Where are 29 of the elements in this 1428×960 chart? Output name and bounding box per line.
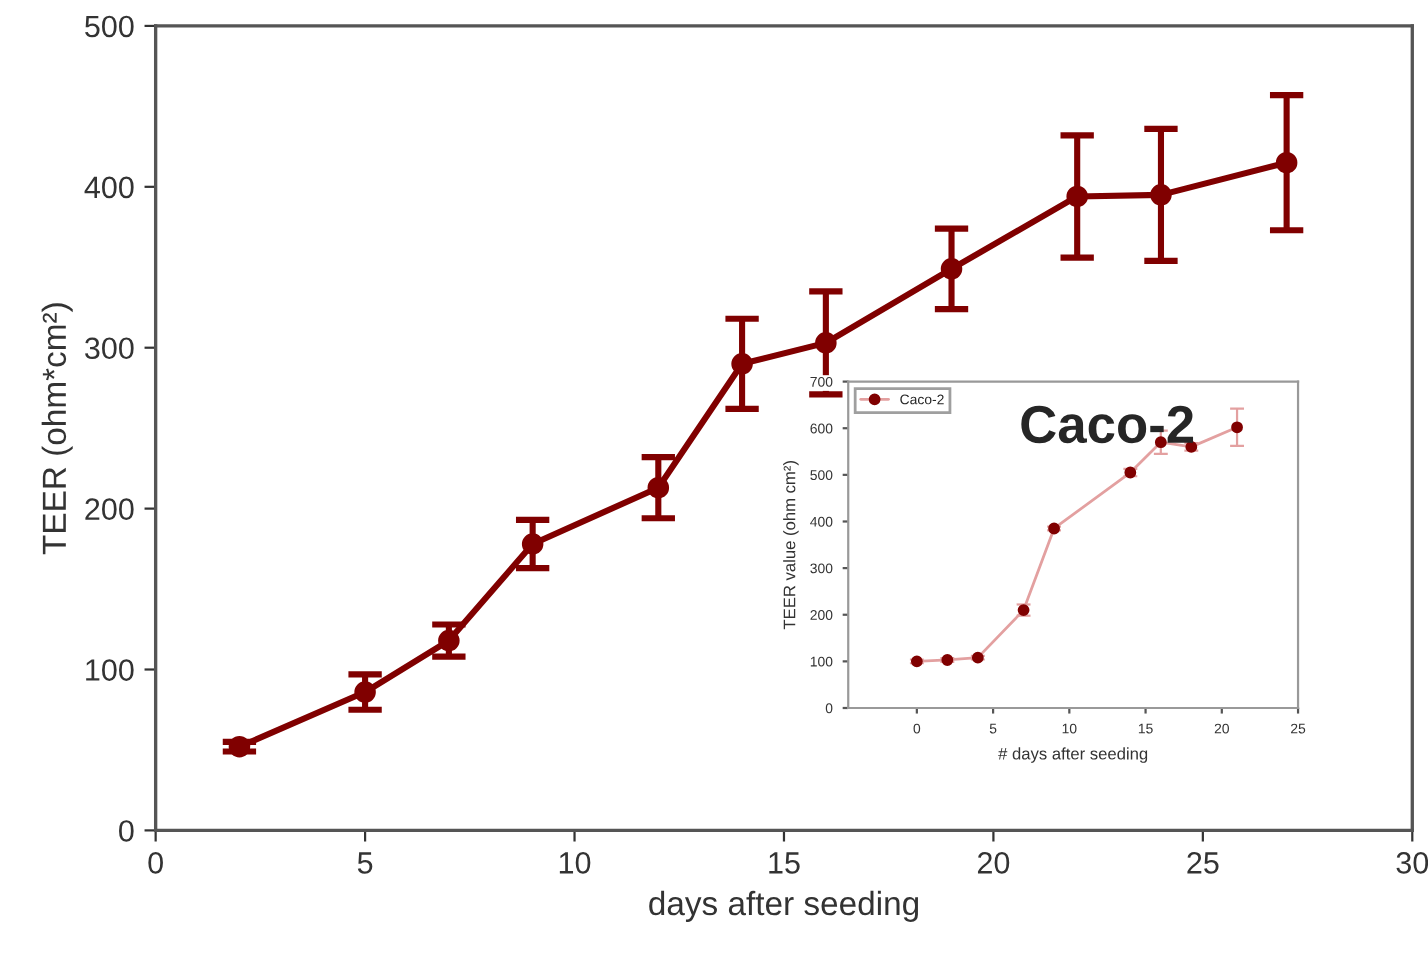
point (1066, 185, 1088, 208)
annotation: Caco-2 (1021, 405, 1194, 444)
x-tick-label: 30 (1396, 852, 1428, 874)
y-tick-label: 100 (86, 659, 134, 681)
point (228, 735, 251, 758)
x-tick-label: 5 (357, 852, 373, 874)
point (940, 258, 963, 280)
point (815, 332, 837, 354)
point (1275, 151, 1298, 174)
y-tick-label: 0 (119, 820, 134, 842)
y-axis-title: TEER value (ohm cm²) (783, 461, 799, 630)
y-tick-label: 300 (85, 337, 134, 360)
point (731, 353, 753, 375)
point (521, 533, 544, 555)
y-axis-title: TEER (ohm*cm²) (41, 303, 73, 555)
y-tick-label: 400 (84, 176, 134, 199)
x-tick-label: 10 (559, 852, 591, 874)
y-tick-label: 500 (85, 15, 134, 38)
x-axis-title: # days after seeding (998, 747, 1148, 763)
point (647, 476, 670, 499)
x-tick-label: 0 (148, 852, 163, 874)
y-tick-label: 200 (85, 498, 134, 520)
point (1150, 184, 1172, 206)
point (438, 629, 460, 652)
point (354, 681, 376, 703)
x-axis-title: days after seeding (649, 890, 919, 922)
x-tick-label: 25 (1187, 852, 1219, 874)
x-tick-label: 15 (769, 852, 800, 874)
x-tick-label: 20 (977, 852, 1010, 874)
